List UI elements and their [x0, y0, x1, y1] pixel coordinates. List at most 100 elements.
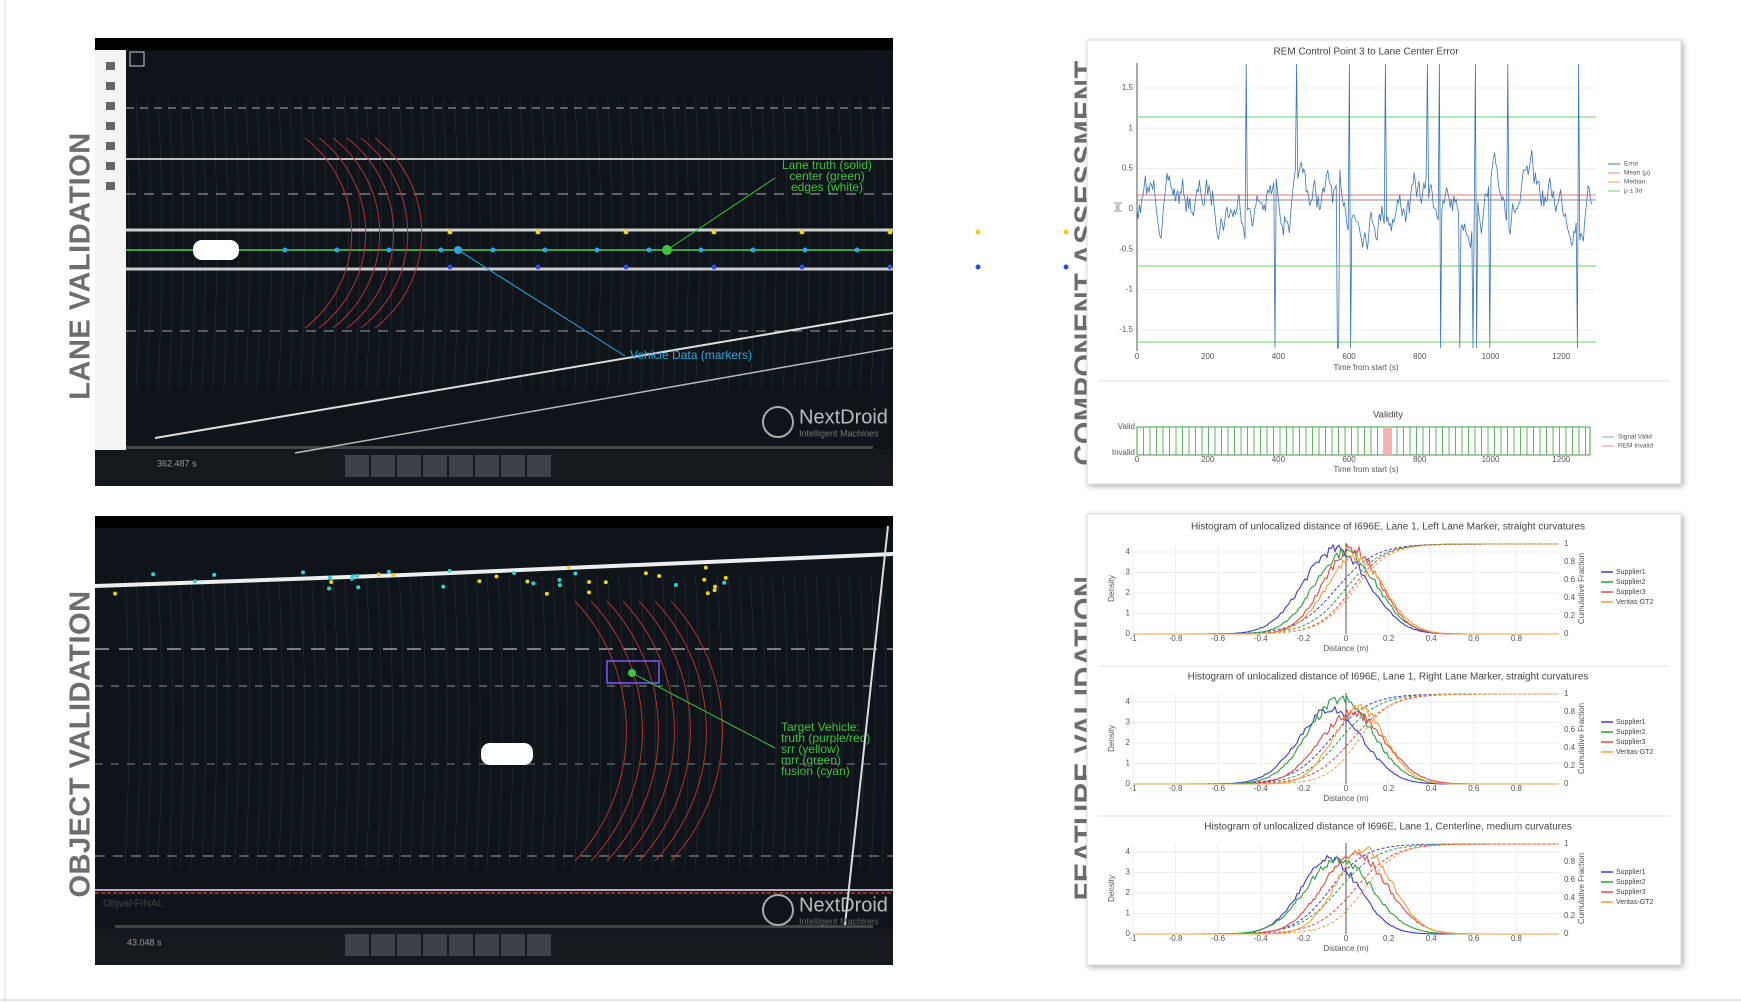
callout-line	[666, 177, 776, 251]
sidebar-icon	[106, 82, 115, 90]
y-tick-label: 4	[1126, 847, 1131, 856]
y2-tick-label: 0.2	[1564, 761, 1576, 770]
scan-texture	[837, 575, 843, 868]
detection	[391, 572, 396, 577]
vehicle-marker	[623, 264, 629, 270]
x-tick-label: 0.2	[1383, 934, 1395, 943]
detection	[327, 586, 332, 591]
detection	[702, 577, 707, 582]
detection	[722, 580, 727, 585]
detection	[705, 591, 710, 596]
scan-texture	[311, 575, 316, 868]
legend-entry: Veritas-GT2	[1616, 899, 1653, 906]
scan-texture	[848, 575, 854, 868]
scan-texture	[333, 575, 338, 868]
plot-card	[1086, 39, 1682, 485]
toolbar-button	[475, 934, 499, 956]
legend-entry: Supplier1	[1616, 719, 1646, 726]
vehicle-marker	[1063, 229, 1069, 235]
axis-label: Cumulative Fraction	[1577, 853, 1586, 924]
scan-texture	[377, 97, 382, 390]
detection	[376, 572, 381, 577]
detection	[441, 584, 446, 589]
y2-tick-label: 1	[1564, 689, 1569, 698]
scan-texture	[618, 97, 624, 390]
scan-texture	[530, 97, 536, 390]
x-tick-label: 0.6	[1468, 634, 1480, 643]
scan-texture	[804, 97, 810, 390]
detection	[566, 565, 571, 570]
scan-texture	[772, 97, 777, 390]
x-tick-label: -0.6	[1211, 934, 1225, 943]
detection	[512, 570, 517, 575]
x-tick-label: -0.4	[1254, 784, 1268, 793]
diagonal-lane	[294, 347, 894, 454]
axis-label: Density	[1107, 725, 1116, 752]
x-tick-label: -0.2	[1297, 634, 1311, 643]
vehicle-marker	[698, 247, 704, 253]
y-tick-label: -1	[1126, 285, 1134, 294]
scan-texture	[190, 97, 196, 390]
x-tick-label: 0.2	[1383, 784, 1395, 793]
y-tick-label: 1.5	[1122, 83, 1134, 92]
y2-tick-label: 0.8	[1564, 707, 1576, 716]
x-tick-label: 0.6	[1468, 784, 1480, 793]
detection	[643, 571, 648, 576]
vehicle-marker	[711, 264, 717, 270]
scan-texture	[157, 97, 163, 390]
scan-texture	[651, 575, 656, 868]
scan-texture	[497, 575, 503, 868]
scan-texture	[563, 97, 569, 390]
scan-texture	[552, 575, 558, 868]
legend-entry: Median	[1624, 179, 1646, 186]
video-frame	[95, 38, 893, 486]
scan-texture	[388, 97, 393, 390]
legend-entry: Error	[1624, 161, 1639, 168]
annotation: srr (yellow)	[781, 742, 840, 756]
video-panel: Lane truth (solid)center (green)edges (w…	[95, 38, 1421, 486]
vehicle-marker	[623, 229, 629, 235]
scan-texture	[179, 97, 185, 390]
annotation: truth (purple/red)	[781, 731, 870, 745]
top-bar	[95, 38, 893, 50]
y2-tick-label: 0	[1564, 629, 1569, 638]
scan-texture	[552, 97, 558, 390]
scan-texture	[684, 575, 689, 868]
legend-entry: Mean (μ)	[1624, 170, 1650, 177]
scan-texture	[475, 575, 481, 868]
scan-texture	[420, 575, 426, 868]
scan-texture	[464, 97, 470, 390]
scan-texture	[124, 97, 130, 390]
vehicle-marker	[282, 247, 288, 253]
y2-tick-label: 0.8	[1564, 557, 1576, 566]
scan-texture	[739, 575, 744, 868]
y-tick-label: -0.5	[1119, 244, 1133, 253]
vehicle-marker	[1063, 264, 1069, 270]
scan-texture	[475, 97, 481, 390]
sidebar	[95, 50, 126, 450]
detection	[673, 583, 678, 588]
x-tick-label: 600	[1342, 352, 1356, 361]
scan-texture	[728, 575, 733, 868]
vehicle-marker	[535, 229, 541, 235]
diagonal-lane	[154, 312, 894, 439]
scan-texture	[245, 575, 250, 868]
y-tick-label: 3	[1126, 718, 1131, 727]
sidebar-icon	[106, 182, 115, 190]
scan-texture	[574, 575, 580, 868]
toolbar-button	[423, 455, 447, 477]
logo-subtitle: Intelligent Machines	[799, 428, 879, 438]
sidebar-icon	[106, 102, 115, 110]
scan-texture	[190, 575, 196, 868]
y2-tick-label: 1	[1564, 839, 1569, 848]
radar-arc	[670, 600, 723, 862]
scan-texture	[464, 575, 470, 868]
x-tick-label: -1	[1129, 784, 1137, 793]
scan-texture	[772, 575, 777, 868]
scan-texture	[168, 97, 174, 390]
y2-tick-label: 0.6	[1564, 575, 1576, 584]
vehicle-marker	[711, 229, 717, 235]
scan-texture	[366, 97, 371, 390]
invalid-band	[1384, 427, 1392, 455]
